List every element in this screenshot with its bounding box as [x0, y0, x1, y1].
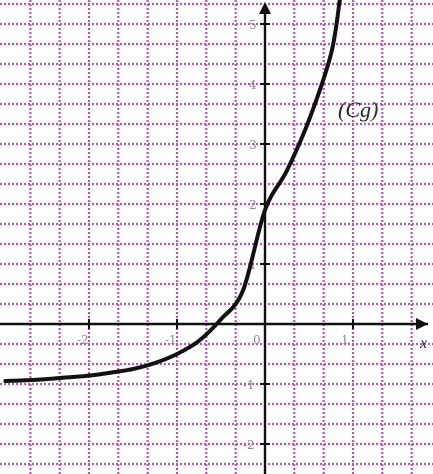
y-tick-label: 2 [249, 198, 257, 212]
tick-labels: -2 -1 0 1 5 4 3 2 1 -1 -2 [77, 18, 349, 452]
x-tick-label: 1 [341, 333, 349, 347]
curve-label: (Cg) [338, 97, 378, 122]
curve-cg [3, 0, 342, 383]
y-tick-label: 5 [249, 18, 257, 32]
y-axis-arrow [259, 2, 271, 14]
x-axis-name: x [419, 335, 427, 352]
y-tick-label: -2 [243, 438, 255, 452]
y-tick-label: 4 [249, 78, 257, 92]
x-axis-arrow [416, 318, 428, 330]
y-tick-label: 3 [249, 138, 257, 152]
tick-marks [88, 23, 354, 445]
x-tick-label: -2 [77, 333, 89, 347]
y-tick-label: -1 [243, 378, 255, 392]
x-tick-label: -1 [165, 333, 177, 347]
y-tick-label: 1 [249, 258, 257, 272]
x-tick-label: 0 [253, 333, 261, 347]
